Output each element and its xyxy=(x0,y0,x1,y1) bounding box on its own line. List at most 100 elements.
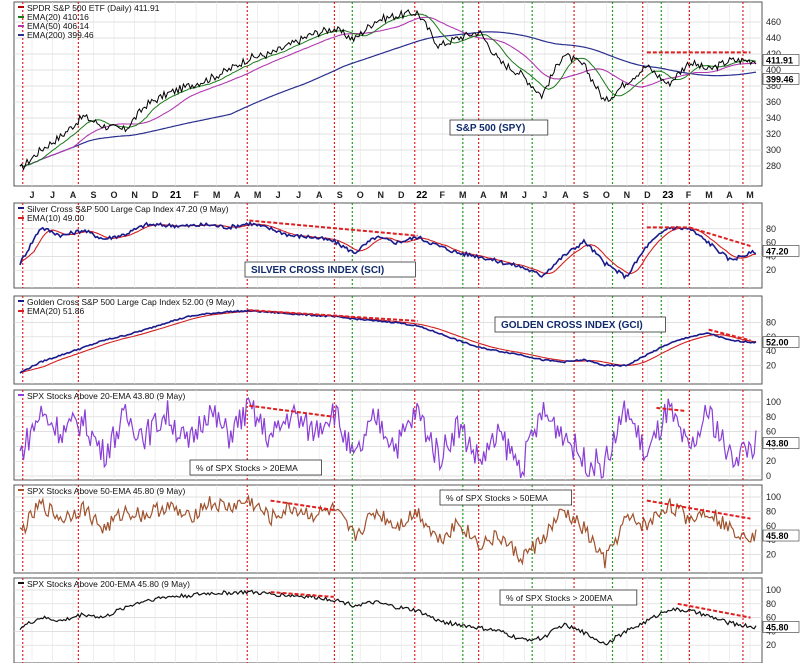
panel-1: 460 440 420 400 380 360 340 320 300 280 SPDR S&P 5… xyxy=(13,1,800,187)
y-tick-label: 100 xyxy=(766,492,781,502)
last-value-label: 45.80 xyxy=(766,622,789,632)
x-tick-label: N xyxy=(624,190,631,200)
y-tick-label: 60 xyxy=(766,427,776,437)
trend-line xyxy=(646,499,751,520)
x-tick-label: D xyxy=(152,190,159,200)
x-tick-label: F xyxy=(686,190,692,200)
annotation-box xyxy=(439,489,573,506)
panel-title: SPDR S&P 500 ETF (Daily) 411.91 xyxy=(27,3,160,13)
y-tick-label: 80 xyxy=(766,317,776,327)
y-tick-label: 40 xyxy=(766,346,776,356)
y-tick-label: 0 xyxy=(766,471,771,481)
x-tick-label: D xyxy=(398,190,405,200)
trend-line xyxy=(249,219,418,237)
ema50-line xyxy=(19,16,756,168)
panel-title: SPX Stocks Above 20-EMA 43.80 (9 May) xyxy=(27,391,185,401)
x-tick-label: J xyxy=(522,190,527,200)
y-tick-label: 400 xyxy=(766,65,781,75)
panel-frame xyxy=(13,577,763,663)
ema-line xyxy=(19,310,757,374)
trend-line xyxy=(656,406,685,412)
y-tick-label: 360 xyxy=(766,97,781,107)
trend-line xyxy=(270,591,334,598)
panel-2: 80604020Silver Cross S&P 500 Large Cap I… xyxy=(13,202,800,289)
trend-line xyxy=(249,309,418,322)
ema20-line xyxy=(19,13,757,168)
panel-annotation: SILVER CROSS INDEX (SCI) xyxy=(251,265,384,276)
y-tick-label: 100 xyxy=(766,585,781,595)
panel-4: 100806040200SPX Stocks Above 20-EMA 43.8… xyxy=(13,389,800,481)
x-tick-label: A xyxy=(234,190,241,200)
breadth-line xyxy=(19,589,757,646)
y-tick-label: 60 xyxy=(766,238,776,248)
breadth-line xyxy=(19,397,757,479)
panel-annotation: % of SPX Stocks > 50EMA xyxy=(446,493,548,503)
y-tick-label: 460 xyxy=(766,17,781,27)
x-tick-label: S xyxy=(583,190,589,200)
panel-frame xyxy=(13,484,763,574)
y-tick-label: 20 xyxy=(766,456,776,466)
x-tick-label: J xyxy=(542,190,547,200)
x-tick-label: 22 xyxy=(416,190,428,201)
y-tick-label: 20 xyxy=(766,640,776,650)
y-tick-label: 80 xyxy=(766,599,776,609)
x-tick-label: J xyxy=(50,190,55,200)
legend-swatch xyxy=(18,207,24,209)
y-tick-label: 420 xyxy=(766,49,781,59)
x-tick-label: A xyxy=(562,190,569,200)
x-tick-label: 23 xyxy=(662,190,674,201)
x-tick-label: O xyxy=(111,190,118,200)
y-tick-label: 60 xyxy=(766,613,776,623)
x-tick-label: O xyxy=(603,190,610,200)
trend-line xyxy=(249,404,334,418)
panel-6: 10080604020SPX Stocks Above 200-EMA 45.8… xyxy=(13,577,800,663)
x-tick-label: J xyxy=(276,190,281,200)
legend-entry: EMA(50) 406.14 xyxy=(27,21,89,31)
x-tick-label: M xyxy=(459,190,467,200)
panel-title: Silver Cross S&P 500 Large Cap Index 47.… xyxy=(27,204,229,214)
legend-entry: EMA(200) 399.46 xyxy=(27,30,94,40)
x-tick-label: S xyxy=(337,190,343,200)
panel-frame xyxy=(13,1,763,187)
x-tick-label: J xyxy=(296,190,301,200)
x-tick-label: A xyxy=(316,190,323,200)
x-tick-label: F xyxy=(440,190,446,200)
last-value-label: 399.46 xyxy=(766,74,794,84)
panel-title: Golden Cross S&P 500 Large Cap Index 52.… xyxy=(27,297,235,307)
trend-line xyxy=(270,499,334,511)
legend-swatch xyxy=(18,217,24,219)
legend-swatch xyxy=(18,25,24,27)
x-tick-label: N xyxy=(377,190,384,200)
x-tick-label: S xyxy=(91,190,97,200)
last-value-label: 411.91 xyxy=(766,55,793,65)
last-value-box xyxy=(762,54,800,66)
panel-annotation: % of SPX Stocks > 200EMA xyxy=(506,593,613,603)
x-axis: J J A S O N D 21 F M A M J J A S O N D 22 F M A M J J A S O N D 23 F M A M xyxy=(29,190,753,201)
y-tick-label: 440 xyxy=(766,33,781,43)
y-tick-label: 20 xyxy=(766,265,776,275)
legend-swatch xyxy=(18,310,24,312)
x-tick-label: O xyxy=(357,190,364,200)
y-tick-label: 60 xyxy=(766,521,776,531)
annotation-box xyxy=(449,119,549,136)
trend-line xyxy=(677,602,751,619)
y-tick-label: 80 xyxy=(766,224,776,234)
legend-swatch xyxy=(18,582,24,584)
y-tick-label: 340 xyxy=(766,113,781,123)
price-line xyxy=(19,9,757,171)
y-tick-label: 100 xyxy=(766,397,781,407)
last-value-label: 43.80 xyxy=(766,439,789,449)
legend-swatch xyxy=(18,489,24,491)
y-tick-label: 20 xyxy=(766,361,776,371)
x-tick-label: A xyxy=(480,190,487,200)
last-value-box xyxy=(762,245,800,257)
last-value-box xyxy=(762,621,800,633)
panel-title: SPX Stocks Above 50-EMA 45.80 (9 May) xyxy=(27,486,185,496)
x-tick-label: 21 xyxy=(170,190,182,201)
breadth-line xyxy=(19,494,757,569)
ema-line xyxy=(19,223,757,275)
trend-line xyxy=(689,226,751,248)
last-value-label: 45.80 xyxy=(766,531,789,541)
